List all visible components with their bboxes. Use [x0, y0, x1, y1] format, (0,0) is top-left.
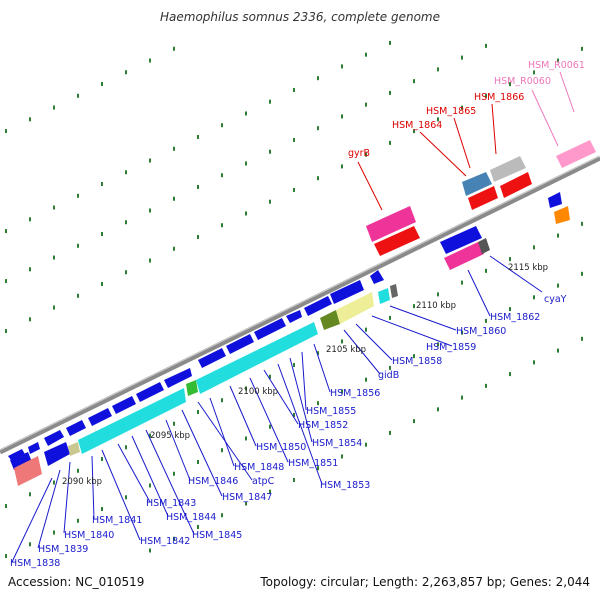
gene-label[interactable]: HSM_1846	[188, 476, 238, 487]
genome-backbone	[0, 155, 600, 455]
cds-feature[interactable]	[112, 396, 136, 414]
accession-text: Accession: NC_010519	[8, 575, 145, 589]
gene-label[interactable]: HSM_1839	[38, 544, 88, 555]
cds-feature[interactable]	[304, 296, 332, 316]
steelblue-feature[interactable]	[462, 172, 492, 196]
cds-feature[interactable]	[164, 368, 192, 388]
gene-label[interactable]: HSM_1859	[426, 342, 476, 353]
gene-label[interactable]: HSM_R0061	[528, 60, 585, 71]
blue-feature[interactable]	[548, 192, 562, 208]
red-feature[interactable]	[468, 186, 498, 210]
gene-label[interactable]: HSM_1865	[426, 106, 476, 117]
cyan-feature[interactable]	[78, 388, 186, 454]
cds-feature[interactable]	[28, 442, 40, 454]
map-title: Haemophilus somnus 2336, complete genome	[160, 10, 440, 24]
cds-feature[interactable]	[66, 420, 86, 436]
gene-label[interactable]: HSM_1851	[288, 458, 338, 469]
gene-label[interactable]: HSM_1845	[192, 530, 242, 541]
label-leader-lines	[11, 71, 575, 563]
cds-feature[interactable]	[330, 280, 364, 304]
kbp-label: 2095 kbp	[150, 431, 190, 441]
grey-feature[interactable]	[478, 238, 490, 254]
cds-feature[interactable]	[198, 348, 226, 368]
gene-label[interactable]: HSM_1853	[320, 480, 370, 491]
feature-track	[8, 270, 398, 486]
cds-feature[interactable]	[286, 310, 302, 323]
kbp-axis-labels: 2090 kbp 2095 kbp 2100 kbp 2105 kbp 2110…	[62, 263, 548, 487]
rrna-feature[interactable]	[14, 456, 42, 486]
khaki-feature[interactable]	[336, 292, 374, 324]
gene-label[interactable]: HSM_1850	[256, 442, 306, 453]
gene-label[interactable]: HSM_1840	[64, 530, 114, 541]
gene-label[interactable]: gidB	[378, 370, 399, 381]
genome-backbone-highlight	[0, 155, 600, 451]
upper-feature-track	[366, 140, 596, 270]
cds-feature[interactable]	[254, 318, 286, 340]
gene-label[interactable]: HSM_1842	[140, 536, 190, 547]
gene-label[interactable]: HSM_1852	[298, 420, 348, 431]
gene-label[interactable]: HSM_1847	[222, 492, 272, 503]
gene-label[interactable]: HSM_1862	[490, 312, 540, 323]
gene-label[interactable]: HSM_1858	[392, 356, 442, 367]
olive-feature[interactable]	[320, 310, 340, 330]
gene-label[interactable]: gyrB	[348, 148, 370, 159]
gene-label[interactable]: HSM_1854	[312, 438, 362, 449]
red-feature[interactable]	[374, 226, 420, 256]
cds-feature[interactable]	[44, 442, 70, 466]
gene-label[interactable]: HSM_1848	[234, 462, 284, 473]
kbp-label: 2115 kbp	[508, 263, 548, 273]
silver-feature[interactable]	[490, 156, 526, 182]
gene-label[interactable]: HSM_1855	[306, 406, 356, 417]
kbp-label: 2090 kbp	[62, 477, 102, 487]
gene-label[interactable]: HSM_1856	[330, 388, 380, 399]
cds-feature[interactable]	[226, 334, 254, 354]
cyan-feature[interactable]	[196, 322, 318, 394]
gene-label[interactable]: HSM_1864	[392, 120, 442, 131]
cds-feature[interactable]	[370, 270, 384, 284]
orange-feature[interactable]	[554, 206, 570, 224]
gene-label[interactable]: atpC	[252, 476, 275, 487]
misc-feature[interactable]	[68, 442, 80, 456]
gene-label[interactable]: HSM_1860	[456, 326, 506, 337]
grey-feature[interactable]	[390, 284, 398, 298]
gene-label[interactable]: HSM_1866	[474, 92, 524, 103]
gene-label[interactable]: HSM_1841	[92, 515, 142, 526]
pink-feature[interactable]	[444, 242, 484, 270]
gene-label[interactable]: cyaY	[544, 294, 567, 305]
gene-label[interactable]: HSM_1838	[10, 558, 60, 569]
cds-feature[interactable]	[136, 382, 164, 402]
kbp-label: 2110 kbp	[416, 301, 456, 311]
blue-feature[interactable]	[440, 226, 482, 254]
pink-feature[interactable]	[556, 140, 596, 168]
cds-feature[interactable]	[88, 408, 112, 426]
kbp-label: 2105 kbp	[326, 345, 366, 355]
gene-labels: HSM_1838 HSM_1839 HSM_1840 HSM_1841 HSM_…	[10, 60, 585, 569]
kbp-label: 2100 kbp	[238, 387, 278, 397]
gene-label[interactable]: HSM_1843	[146, 498, 196, 509]
red-feature[interactable]	[500, 172, 532, 198]
gyrB-feature[interactable]	[366, 206, 416, 242]
cds-feature[interactable]	[10, 452, 32, 470]
cyan-feature[interactable]	[378, 288, 390, 304]
green-feature[interactable]	[186, 380, 198, 396]
cds-feature[interactable]	[44, 430, 64, 446]
genome-meta-text: Topology: circular; Length: 2,263,857 bp…	[260, 575, 590, 589]
gene-label[interactable]: HSM_1844	[166, 512, 216, 523]
gene-label[interactable]: HSM_R0060	[494, 76, 551, 87]
tick-marks	[5, 40, 583, 559]
